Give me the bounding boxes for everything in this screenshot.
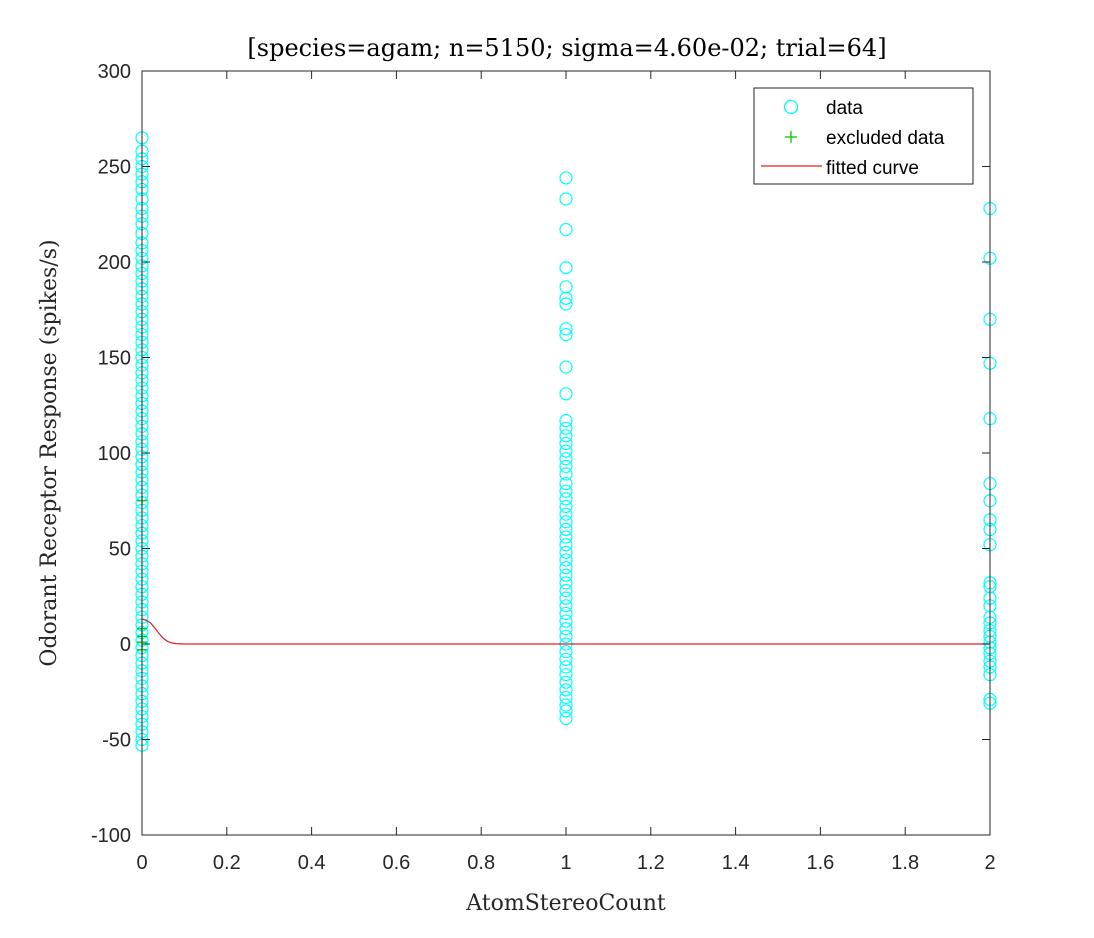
x-tick-label: 0.2	[213, 852, 241, 874]
data-point	[559, 507, 573, 521]
data-point	[559, 387, 573, 401]
data-point	[559, 553, 573, 567]
x-tick-label: 0	[136, 852, 147, 874]
data-point	[559, 280, 573, 294]
data-point	[559, 421, 573, 435]
y-tick-label: 300	[98, 61, 131, 83]
data-point	[559, 436, 573, 451]
data-point	[559, 704, 573, 718]
y-tick-label: -50	[102, 730, 131, 752]
data-point	[559, 568, 573, 582]
data-point	[559, 413, 573, 428]
x-axis-label: AtomStereoCount	[465, 891, 666, 916]
y-tick-label: 50	[109, 539, 131, 561]
data-point	[559, 606, 573, 621]
x-tick-label: 1	[560, 852, 571, 874]
data-point	[559, 522, 573, 537]
data-point	[559, 291, 573, 305]
legend: data excluded data fitted curve	[753, 87, 974, 185]
data-point	[559, 652, 573, 666]
y-tick-label: 150	[98, 348, 131, 370]
x-tick-label: 1.6	[806, 852, 834, 874]
data-point	[559, 530, 573, 544]
y-axis-label: Odorant Receptor Response (spikes/s)	[37, 239, 62, 666]
x-tick-label: 1.2	[637, 852, 665, 874]
y-tick-label: 250	[98, 157, 131, 179]
legend-fitted-label: fitted curve	[826, 158, 919, 179]
data-point	[559, 690, 573, 705]
data-point	[559, 591, 573, 605]
data-point	[559, 484, 573, 498]
data-point	[559, 560, 573, 575]
data-point	[559, 667, 573, 682]
data-point	[559, 327, 573, 342]
data-point	[559, 599, 573, 613]
x-tick-label: 1.4	[722, 852, 750, 874]
data-point	[559, 476, 573, 491]
data-point	[559, 499, 573, 514]
axes: 0 0.2 0.4 0.6 0.8 1 1.2 1.4 1.6 1.8 2 -100 -50 0 50 100…	[91, 61, 996, 874]
y-tick-label: 200	[98, 252, 131, 274]
fitted-curve-line	[141, 618, 990, 645]
chart-title: [species=agam; n=5150; sigma=4.60e-02; t…	[247, 34, 886, 62]
data-point	[559, 538, 573, 552]
data-point	[559, 683, 573, 697]
data-point	[559, 444, 573, 458]
data-point	[559, 614, 573, 628]
y-tick-label: -100	[91, 825, 131, 847]
data-point	[559, 192, 573, 206]
data-point	[559, 492, 573, 506]
x-tick-label: 0.8	[467, 852, 495, 874]
data-point	[559, 171, 573, 185]
data-point	[559, 452, 573, 466]
data-point	[559, 322, 573, 336]
legend-excluded-label: excluded data	[826, 128, 945, 149]
data-point	[559, 459, 573, 473]
data-point	[559, 467, 573, 481]
data-point	[559, 261, 573, 275]
x-tick-label: 0.4	[298, 852, 326, 874]
data-point	[559, 429, 573, 443]
x-tick-label: 2	[984, 852, 995, 874]
plot-area	[135, 131, 997, 752]
data-point	[559, 660, 573, 674]
data-point	[559, 675, 573, 689]
legend-excluded-marker	[785, 131, 797, 143]
data-point	[559, 645, 573, 659]
legend-data-label: data	[826, 98, 863, 119]
data-point	[559, 698, 573, 712]
data-point	[559, 622, 573, 636]
data-point	[559, 583, 573, 598]
data-point	[559, 576, 573, 590]
data-point	[559, 222, 573, 237]
data-point	[559, 515, 573, 529]
data-point	[559, 711, 573, 726]
legend-data-marker	[783, 99, 799, 115]
x-tick-label: 0.6	[382, 852, 410, 874]
y-tick-label: 100	[98, 443, 131, 465]
data-point	[559, 360, 573, 374]
x-tick-label: 1.8	[891, 852, 919, 874]
data-point	[559, 545, 573, 559]
data-point	[559, 629, 573, 643]
data-point	[559, 297, 573, 311]
y-tick-label: 0	[120, 634, 131, 656]
